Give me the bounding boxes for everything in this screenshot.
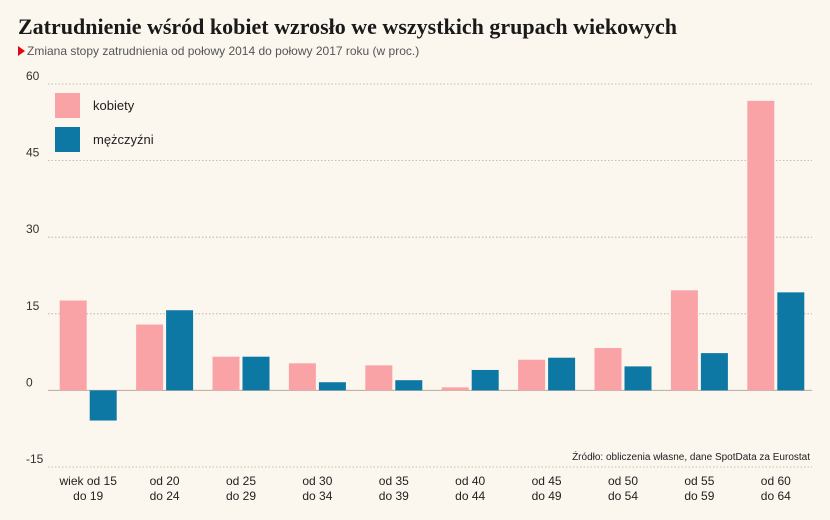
y-tick-label: 0 [26, 375, 33, 389]
bar-kobiety [518, 359, 546, 391]
bar-kobiety [594, 348, 622, 391]
x-tick-label: od 30 [302, 474, 332, 488]
x-tick-label: wiek od 15 [59, 474, 118, 488]
x-tick-label: do 44 [455, 489, 485, 503]
bar-mezczyzni [242, 356, 270, 391]
x-tick-label: do 19 [73, 489, 103, 503]
legend-label-mezczyzni: mężczyźni [93, 132, 154, 147]
subtitle-text: Zmiana stopy zatrudnienia od połowy 2014… [27, 44, 420, 58]
y-tick-label: 15 [26, 299, 40, 313]
chart-title: Zatrudnienie wśród kobiet wzrosło we wsz… [18, 14, 678, 39]
bar-mezczyzni [548, 357, 576, 391]
x-tick-label: od 45 [532, 474, 562, 488]
bar-kobiety [136, 324, 164, 391]
y-tick-label: 30 [26, 222, 40, 236]
y-tick-label: 45 [26, 146, 40, 160]
x-tick-label: do 64 [761, 489, 791, 503]
legend-swatch-mezczyzni [55, 127, 80, 152]
chart-subtitle: Zmiana stopy zatrudnienia od połowy 2014… [18, 44, 419, 58]
bar-kobiety [365, 365, 393, 391]
x-tick-label: do 34 [302, 489, 332, 503]
bar-mezczyzni [777, 292, 805, 391]
x-tick-label: od 50 [608, 474, 638, 488]
bar-kobiety [59, 300, 87, 391]
x-tick-label: do 59 [684, 489, 714, 503]
x-tick-label: od 40 [455, 474, 485, 488]
bar-kobiety [747, 100, 775, 391]
x-tick-label: od 55 [684, 474, 714, 488]
bar-kobiety [670, 290, 698, 391]
bar-mezczyzni [318, 382, 346, 391]
bar-mezczyzni [89, 390, 117, 421]
bar-kobiety [212, 356, 240, 391]
bar-mezczyzni [624, 366, 652, 391]
legend-swatch-kobiety [55, 93, 80, 118]
x-tick-label: do 39 [379, 489, 409, 503]
bar-kobiety [441, 387, 469, 391]
x-tick-label: od 60 [761, 474, 791, 488]
source-note: Źródło: obliczenia własne, dane SpotData… [572, 452, 810, 463]
x-tick-label: od 25 [226, 474, 256, 488]
x-tick-label: do 49 [532, 489, 562, 503]
x-tick-label: do 29 [226, 489, 256, 503]
x-tick-label: od 35 [379, 474, 409, 488]
bar-mezczyzni [395, 380, 423, 391]
x-tick-label: do 54 [608, 489, 638, 503]
x-tick-label: do 24 [150, 489, 180, 503]
triangle-marker-icon [18, 46, 25, 56]
bar-mezczyzni [471, 369, 499, 391]
legend-label-kobiety: kobiety [93, 98, 135, 113]
y-tick-label: -15 [26, 452, 44, 466]
bar-mezczyzni [700, 353, 728, 391]
bar-kobiety [288, 363, 316, 391]
y-tick-label: 60 [26, 69, 40, 83]
x-tick-label: od 20 [150, 474, 180, 488]
bar-mezczyzni [166, 310, 194, 391]
